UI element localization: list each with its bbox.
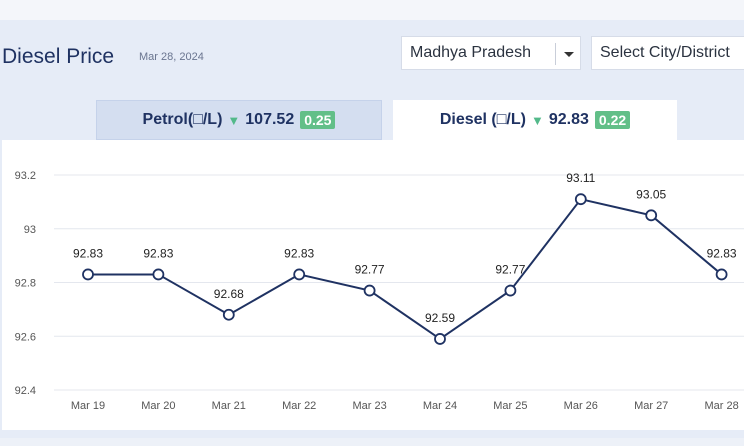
data-label: 92.83 — [143, 246, 173, 260]
chevron-down-icon[interactable] — [564, 52, 574, 57]
x-tick-label: Mar 24 — [423, 400, 457, 412]
data-point — [222, 308, 235, 321]
tab-petrol-change-badge: 0.25 — [300, 111, 336, 129]
data-point — [152, 268, 165, 281]
data-label: 93.05 — [636, 187, 666, 201]
x-tick-label: Mar 19 — [71, 400, 105, 412]
city-select[interactable]: Select City/District — [591, 36, 744, 70]
x-tick-label: Mar 21 — [212, 400, 246, 412]
data-label: 92.83 — [73, 246, 103, 260]
arrow-down-icon: ▼ — [530, 112, 544, 128]
top-strip — [0, 0, 744, 20]
x-tick-label: Mar 20 — [141, 400, 175, 412]
data-point — [82, 268, 94, 281]
series-line — [88, 198, 723, 341]
tab-petrol-label: Petrol(□/L) — [142, 111, 223, 128]
tab-petrol-price: 107.52 — [245, 111, 295, 128]
data-label: 92.83 — [284, 246, 314, 260]
diesel-price-chart: 92.4 92.6 92.8 93 93.2 Mar 19 Mar 20 Mar 21 Mar … — [15, 170, 744, 412]
data-label: 92.59 — [425, 311, 455, 325]
page-title: Diesel Price — [2, 45, 115, 68]
state-select[interactable]: Madhya Pradesh — [401, 36, 581, 70]
price-date: Mar 28, 2024 — [139, 51, 204, 63]
data-label: 92.77 — [355, 263, 385, 277]
city-select-value: Select City/District — [600, 44, 730, 61]
data-point — [434, 333, 446, 345]
x-tick-label: Mar 28 — [704, 400, 738, 412]
tab-petrol[interactable]: Petrol(□/L) ▼ 107.52 0.25 — [96, 100, 382, 140]
arrow-down-icon: ▼ — [227, 112, 241, 128]
data-label: 92.77 — [495, 263, 525, 277]
x-tick-label: Mar 22 — [282, 400, 316, 412]
y-tick-label: 93.2 — [15, 170, 36, 182]
tab-diesel[interactable]: Diesel (□/L) ▼ 92.83 0.22 — [393, 100, 677, 140]
select-divider — [555, 43, 556, 65]
data-point — [715, 268, 728, 281]
x-tick-label: Mar 23 — [352, 400, 386, 412]
data-point — [363, 284, 376, 297]
tab-diesel-label: Diesel (□/L) — [439, 111, 526, 128]
chart-card: 92.4 92.6 92.8 93 93.2 Mar 19 Mar 20 Mar 21 Mar … — [2, 140, 744, 430]
tab-diesel-price: 92.83 — [548, 111, 589, 128]
y-tick-label: 92.4 — [15, 385, 36, 397]
data-point — [504, 284, 517, 297]
y-tick-label: 93 — [24, 224, 36, 236]
data-label: 93.11 — [566, 171, 595, 185]
data-point — [574, 193, 587, 206]
tab-diesel-change-badge: 0.22 — [594, 111, 631, 129]
x-tick-label: Mar 26 — [564, 400, 598, 412]
y-tick-label: 92.6 — [15, 331, 36, 343]
data-label: 92.68 — [214, 287, 244, 301]
data-point — [293, 268, 306, 281]
data-label: 92.83 — [707, 246, 737, 260]
state-select-value: Madhya Pradesh — [410, 44, 531, 61]
y-tick-label: 92.8 — [15, 278, 36, 290]
x-tick-label: Mar 25 — [493, 400, 527, 412]
x-tick-label: Mar 27 — [634, 400, 668, 412]
data-point — [645, 209, 658, 222]
